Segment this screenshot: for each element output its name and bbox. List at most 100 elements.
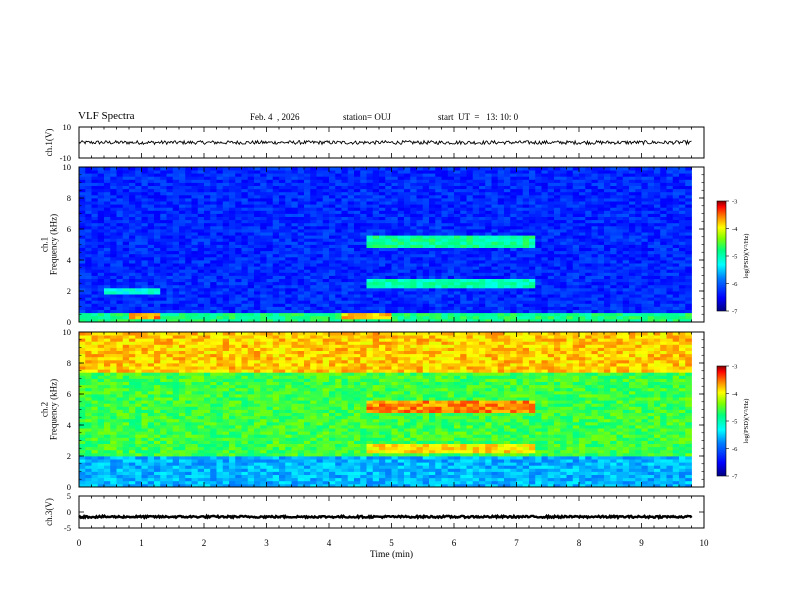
spectrogram-cell bbox=[341, 253, 349, 258]
spectrogram-cell bbox=[210, 247, 217, 252]
spectrogram-cell bbox=[666, 297, 674, 301]
spectrogram-cell bbox=[91, 170, 99, 174]
spectrogram-cell bbox=[172, 253, 180, 258]
spectrogram-cell bbox=[235, 318, 242, 323]
spectrogram-cell bbox=[379, 170, 386, 174]
spectrogram-cell bbox=[504, 247, 511, 252]
spectrogram-cell bbox=[97, 194, 105, 199]
spectrogram-cell bbox=[585, 247, 592, 252]
spectrogram-cell bbox=[529, 269, 536, 273]
spectrogram-cell bbox=[360, 225, 367, 230]
spectrogram-cell bbox=[641, 182, 649, 186]
spectrogram-cell bbox=[591, 278, 599, 283]
spectrogram-cell bbox=[179, 306, 186, 310]
spectrogram-cell bbox=[79, 359, 86, 364]
spectrogram-cell bbox=[335, 210, 342, 214]
spectrogram-cell bbox=[85, 179, 92, 183]
spectrogram-cell bbox=[472, 266, 480, 270]
spectrogram-cell bbox=[79, 397, 86, 401]
spectrogram-cell bbox=[560, 167, 567, 171]
spectrogram-cell bbox=[604, 179, 611, 183]
spectrogram-cell bbox=[391, 182, 399, 186]
spectrogram-cell bbox=[560, 182, 567, 186]
spectrogram-cell bbox=[147, 294, 155, 298]
spectrogram-cell bbox=[616, 291, 624, 295]
spectrogram-cell bbox=[329, 309, 336, 314]
spectrogram-cell bbox=[466, 207, 474, 211]
spectrogram-cell bbox=[229, 176, 236, 180]
spectrogram-cell bbox=[579, 284, 586, 289]
spectrogram-cell bbox=[291, 219, 299, 224]
spectrogram-cell bbox=[635, 256, 642, 261]
spectrogram-cell bbox=[135, 247, 142, 252]
spectrogram-cell bbox=[260, 247, 267, 252]
spectrogram-cell bbox=[666, 176, 674, 180]
spectrogram-cell bbox=[185, 201, 192, 205]
spectrogram-cell bbox=[435, 294, 442, 298]
spectrogram-cell bbox=[329, 204, 336, 208]
spectrogram-cell bbox=[591, 216, 599, 221]
spectrogram-cell bbox=[354, 207, 361, 211]
spectrogram-cell bbox=[91, 263, 99, 267]
spectrogram-cell bbox=[110, 275, 117, 279]
spectrogram-cell bbox=[404, 198, 411, 202]
spectrogram-cell bbox=[335, 170, 342, 174]
spectrogram-cell bbox=[91, 291, 99, 295]
spectrogram-cell bbox=[110, 229, 117, 233]
spectrogram-cell bbox=[654, 250, 661, 255]
spectrogram-cell bbox=[654, 263, 661, 267]
spectrogram-cell bbox=[460, 269, 467, 273]
spectrogram-cell bbox=[504, 300, 511, 304]
spectrogram-cell bbox=[147, 269, 155, 273]
spectrogram-cell bbox=[679, 318, 686, 323]
spectrogram-cell bbox=[535, 318, 542, 323]
spectrogram-cell bbox=[235, 266, 242, 270]
spectrogram-cell bbox=[641, 173, 649, 177]
spectrogram-cell bbox=[541, 201, 549, 205]
spectrogram-cell bbox=[666, 247, 674, 252]
spectrogram-cell bbox=[235, 256, 242, 261]
spectrogram-cell bbox=[310, 253, 317, 258]
spectrogram-cell bbox=[529, 318, 536, 323]
spectrogram-cell bbox=[254, 278, 261, 283]
spectrogram-cell bbox=[79, 250, 86, 255]
spectrogram-cell bbox=[635, 173, 642, 177]
spectrogram-cell bbox=[85, 176, 92, 180]
spectrogram-cell bbox=[672, 210, 680, 214]
spectrogram-cell bbox=[129, 179, 136, 183]
spectrogram-cell bbox=[497, 182, 505, 186]
spectrogram-cell bbox=[572, 194, 580, 199]
spectrogram-cell bbox=[285, 312, 292, 317]
spectrogram-cell bbox=[291, 253, 299, 258]
spectrogram-cell bbox=[310, 297, 317, 301]
spectrogram-cell bbox=[229, 260, 236, 264]
spectrogram-cell bbox=[447, 179, 455, 183]
spectrogram-cell bbox=[629, 287, 636, 292]
spectrogram-cell bbox=[441, 294, 449, 298]
spectrogram-cell bbox=[197, 272, 205, 276]
spectrogram-cell bbox=[460, 179, 467, 183]
spectrogram-cell bbox=[229, 294, 236, 298]
spectrogram-cell bbox=[366, 238, 374, 242]
spectrogram-cell bbox=[479, 297, 486, 301]
spectrogram-cell bbox=[460, 284, 467, 289]
spectrogram-cell bbox=[104, 222, 111, 227]
spectrogram-cell bbox=[110, 219, 117, 224]
spectrogram-cell bbox=[635, 204, 642, 208]
spectrogram-cell bbox=[547, 201, 555, 205]
spectrogram-cell bbox=[660, 235, 667, 239]
spectrogram-cell bbox=[185, 312, 192, 317]
spectrogram-cell bbox=[654, 219, 661, 224]
spectrogram-cell bbox=[154, 167, 161, 171]
spectrogram-cell bbox=[391, 260, 399, 264]
spectrogram-cell bbox=[104, 315, 111, 320]
spectrogram-cell bbox=[366, 225, 374, 230]
spectrogram-cell bbox=[222, 194, 230, 199]
spectrogram-cell bbox=[541, 216, 549, 221]
spectrogram-cell bbox=[385, 281, 392, 286]
spectrogram-cell bbox=[572, 312, 580, 317]
spectrogram-cell bbox=[447, 253, 455, 258]
spectrogram-cell bbox=[360, 263, 367, 267]
spectrogram-cell bbox=[279, 250, 286, 255]
spectrogram-cell bbox=[510, 303, 517, 307]
